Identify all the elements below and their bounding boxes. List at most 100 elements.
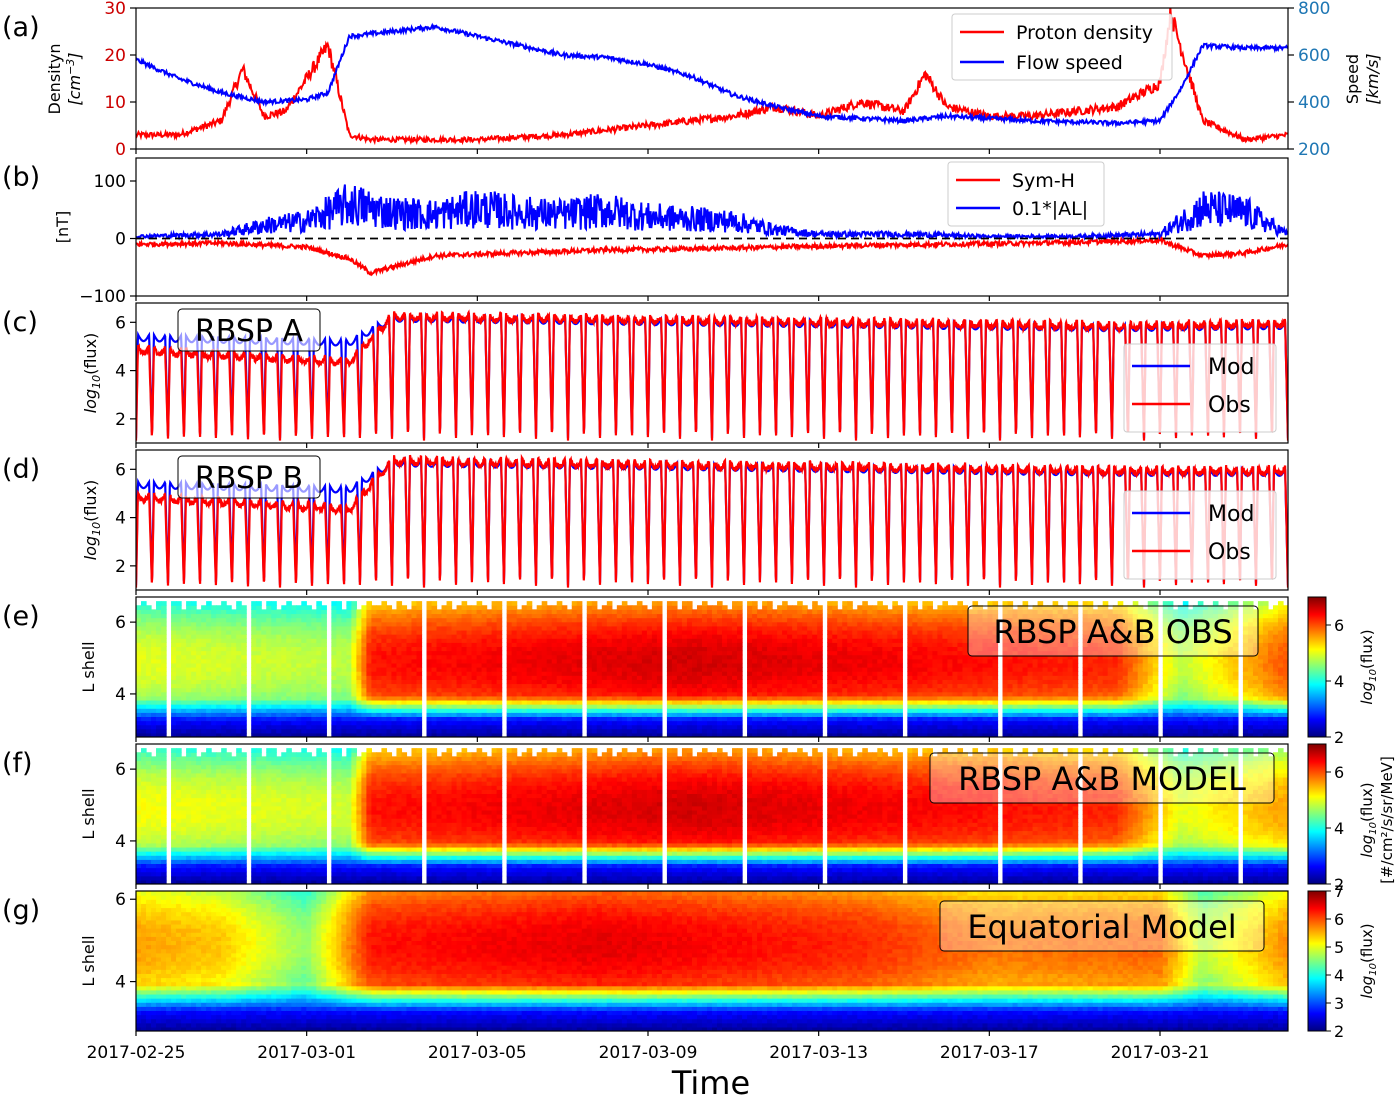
panel-e-cell	[717, 683, 723, 689]
panel-e-cell	[401, 699, 408, 705]
panel-e-cell	[366, 699, 373, 705]
panel-e-cell	[722, 650, 728, 656]
panel-e-cell	[747, 716, 753, 722]
panel-e-cell	[186, 704, 192, 709]
panel-e-cell	[887, 654, 893, 660]
panel-e-cell	[937, 691, 943, 697]
panel-e-cell	[691, 650, 698, 656]
panel-e-cell	[676, 695, 683, 701]
panel-e-cell	[206, 683, 212, 689]
panel-e-cell	[782, 658, 788, 664]
panel-e-cell	[311, 617, 317, 623]
panel-e-cell	[576, 625, 583, 631]
panel-e-cell	[877, 642, 883, 648]
panel-e-cell	[336, 724, 342, 730]
panel-e-cell	[551, 704, 558, 709]
panel-e-cell	[556, 708, 563, 713]
panel-e-cell	[712, 687, 718, 693]
panel-e-cell	[767, 609, 773, 615]
panel-a-ylabel-line2: [cm−3]	[64, 52, 84, 105]
panel-e-cell	[431, 642, 438, 648]
panel-e-cell	[301, 699, 307, 705]
panel-e-cell	[396, 650, 403, 656]
panel-e-cell	[641, 658, 648, 664]
panel-e-cell	[802, 629, 808, 635]
panel-e-cell	[917, 658, 923, 664]
panel-e-cell	[186, 687, 192, 693]
panel-e-cell	[571, 650, 578, 656]
panel-e-cell	[426, 679, 433, 685]
panel-e-cell	[416, 687, 423, 693]
panel-e-cell	[416, 704, 423, 709]
panel-e-cell	[686, 642, 693, 648]
panel-e-cell	[351, 609, 357, 615]
panel-e-cell	[912, 695, 918, 701]
panel-e-cell	[942, 605, 949, 610]
panel-e-cell	[817, 679, 823, 685]
panel-e-cell	[216, 695, 222, 701]
panel-e-cell	[496, 724, 503, 730]
panel-e-cell	[161, 720, 167, 726]
panel-e-cell	[556, 642, 563, 648]
panel-e-cell	[912, 646, 918, 652]
panel-e-cell	[631, 708, 638, 713]
panel-e-cell	[356, 638, 362, 643]
panel-e-cell	[862, 675, 868, 680]
panel-e-cell	[772, 658, 778, 664]
panel-e-cell	[561, 704, 568, 709]
panel-e-cell	[837, 621, 843, 627]
panel-e-cell	[732, 712, 738, 718]
panel-e-cell	[281, 638, 287, 643]
panel-e-cell	[181, 646, 187, 652]
panel-e-cell	[767, 601, 773, 606]
panel-e-cell	[666, 609, 673, 615]
panel-e-cell	[867, 699, 873, 705]
panel-e-cell	[812, 621, 818, 627]
panel-e-cell	[141, 695, 147, 701]
panel-e-cell	[471, 712, 478, 718]
panel-e-cell	[591, 720, 598, 726]
panel-e-cell	[171, 650, 177, 656]
panel-e-cell	[276, 708, 282, 713]
panel-e-cell	[566, 724, 573, 730]
panel-e-cell	[656, 650, 663, 656]
panel-e-cell	[206, 699, 212, 705]
panel-e-cell	[817, 687, 823, 693]
panel-e-cell	[491, 720, 498, 726]
panel-e-cell	[757, 724, 763, 730]
panel-e-cell	[221, 712, 227, 718]
panel-e-cell	[156, 609, 162, 615]
panel-e-cell	[802, 617, 808, 623]
panel-e-cell	[892, 658, 898, 664]
panel-e-cell	[646, 646, 653, 652]
panel-e-cell	[496, 601, 503, 606]
panel-e-cell	[892, 650, 898, 656]
panel-e-cell	[351, 613, 357, 619]
panel-e-cell	[531, 642, 538, 648]
panel-e-cell	[626, 712, 633, 718]
panel-e-cell	[917, 654, 923, 660]
panel-e-cell	[521, 675, 528, 680]
panel-e-cell	[346, 667, 352, 672]
panel-e-cell	[576, 650, 583, 656]
panel-e-cell	[932, 638, 938, 643]
panel-e-cell	[546, 720, 553, 726]
panel-e-cell	[566, 621, 573, 627]
panel-e-cell	[706, 704, 713, 709]
panel-e-cell	[601, 654, 608, 660]
panel-e-cell	[696, 667, 703, 672]
panel-e-cell	[186, 650, 192, 656]
panel-e-cell	[521, 691, 528, 697]
panel-e-cell	[817, 728, 823, 734]
panel-e-cell	[171, 646, 177, 652]
panel-e-cell	[591, 601, 598, 606]
panel-e-cell	[236, 687, 242, 693]
panel-e-cell	[391, 683, 398, 689]
panel-e-cell	[772, 671, 778, 676]
panel-e-cell	[767, 621, 773, 627]
panel-e-cell	[626, 671, 633, 676]
panel-e-cell	[782, 687, 788, 693]
panel-e-cell	[717, 617, 723, 623]
panel-e-cell	[887, 732, 893, 737]
panel-e-cell	[416, 642, 423, 648]
